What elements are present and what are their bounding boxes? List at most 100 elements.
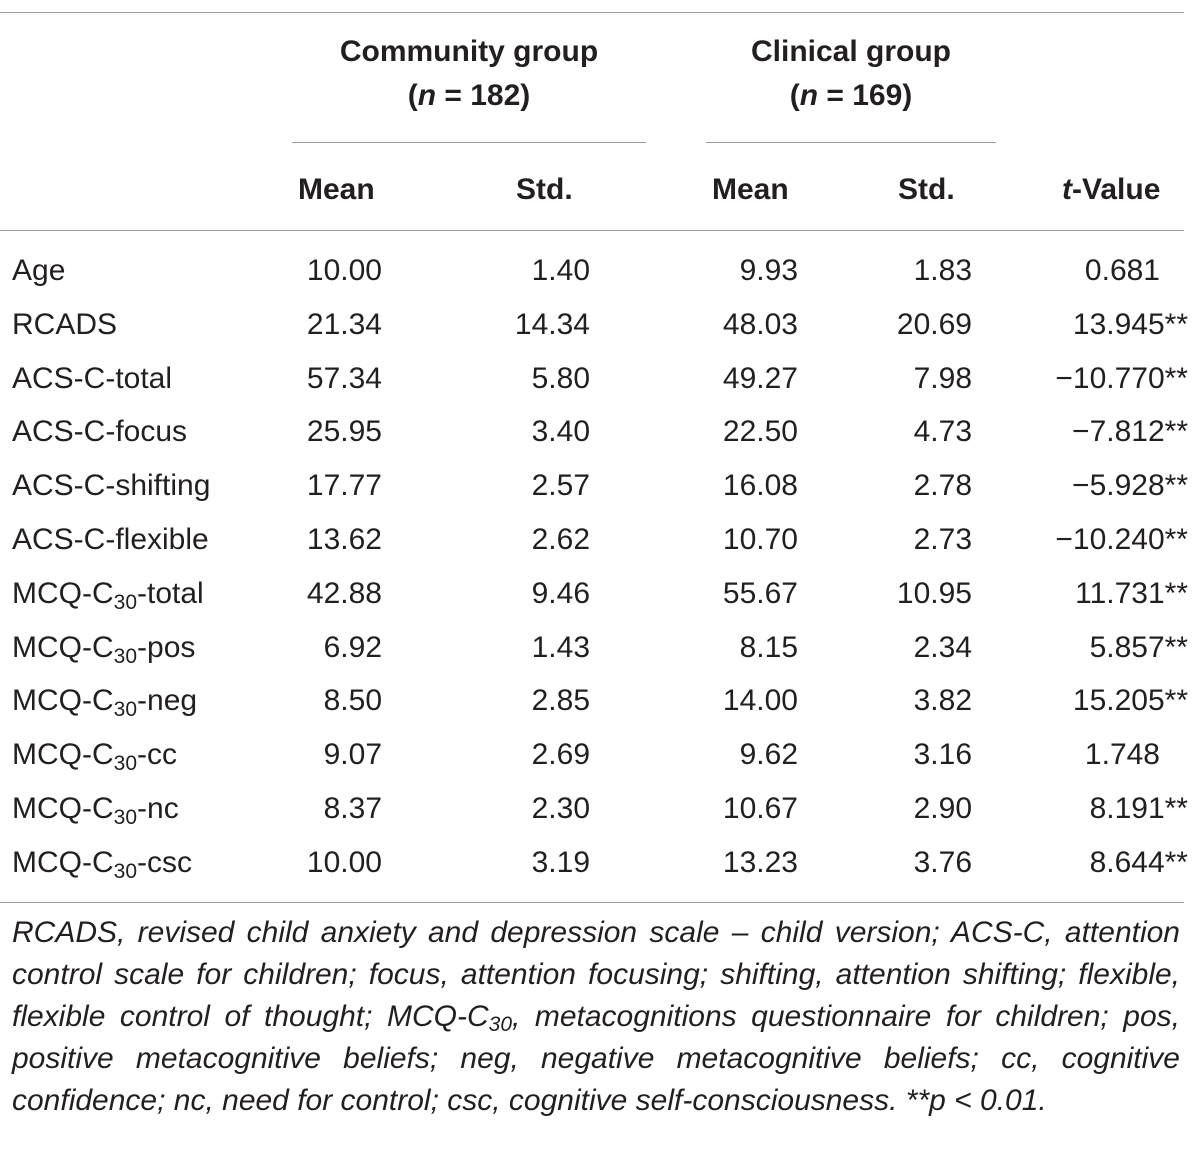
cell-s1: 2.57 — [531, 469, 590, 503]
cell-s2: 2.34 — [913, 630, 972, 664]
table-row: ACS-C-shifting 17.77 2.57 16.08 2.78 −5.928** — [0, 459, 1200, 513]
group-name: Community group — [339, 35, 599, 68]
col-header-mean-clinical: Mean — [712, 173, 789, 206]
table-row: RCADS 21.34 14.34 48.03 20.69 13.945** — [0, 298, 1200, 352]
cell-s2: 3.16 — [913, 738, 972, 772]
cell-s2: 10.95 — [896, 576, 972, 610]
row-label: RCADS — [12, 307, 118, 341]
cell-m2: 22.50 — [722, 415, 798, 449]
cell-s2: 2.73 — [913, 523, 972, 556]
cell-m2: 10.67 — [722, 792, 798, 825]
cell-m1: 8.37 — [323, 792, 382, 825]
row-label: MCQ-C30-total — [12, 576, 204, 614]
row-label: MCQ-C30-pos — [12, 630, 196, 668]
row-label: MCQ-C30-cc — [12, 738, 178, 776]
cell-s1: 1.40 — [531, 254, 590, 287]
cell-m1: 6.92 — [323, 630, 382, 664]
col-header-t-value: t-Value — [1062, 173, 1161, 206]
cell-s1: 2.85 — [531, 684, 590, 718]
group-n: (n = 169) — [789, 79, 913, 112]
group-n: (n = 182) — [407, 79, 531, 112]
cell-m2: 8.15 — [739, 630, 798, 664]
cell-m1: 10.00 — [306, 254, 382, 287]
table-row: MCQ-C30-pos 6.92 1.43 8.15 2.34 5.857** — [0, 621, 1200, 675]
table-row: ACS-C-flexible 13.62 2.62 10.70 2.73 −10.240*… — [0, 513, 1200, 567]
cell-m2: 14.00 — [722, 684, 798, 718]
row-label: MCQ-C30-neg — [12, 684, 198, 722]
col-header-std-community: Std. — [516, 173, 573, 206]
cell-m1: 13.62 — [306, 523, 382, 556]
top-rule — [0, 12, 1184, 13]
cell-t-value: 5.857** — [1089, 630, 1188, 664]
cell-s2: 7.98 — [913, 361, 972, 395]
row-label: ACS-C-focus — [12, 415, 188, 449]
cell-m1: 9.07 — [323, 738, 382, 772]
cell-m2: 55.67 — [722, 576, 798, 610]
row-label: ACS-C-flexible — [12, 523, 209, 556]
cell-t-value: 0.681 — [1084, 254, 1160, 287]
cell-m1: 57.34 — [306, 361, 382, 395]
group-header-clinical: Clinical group (n = 169) — [706, 30, 996, 118]
cell-m1: 42.88 — [306, 576, 382, 610]
cell-m2: 49.27 — [722, 361, 798, 395]
cell-t-value: 1.748 — [1084, 738, 1160, 772]
cell-m2: 9.93 — [739, 254, 798, 287]
cell-m2: 9.62 — [739, 738, 798, 772]
cell-t-value: 15.205** — [1072, 684, 1188, 718]
table-row: MCQ-C30-total 42.88 9.46 55.67 10.95 11.731** — [0, 567, 1200, 621]
table-row: MCQ-C30-nc 8.37 2.30 10.67 2.90 8.191** — [0, 782, 1200, 836]
cell-t-value: −10.240** — [1055, 523, 1188, 556]
cell-s2: 2.90 — [913, 792, 972, 825]
col-header-std-clinical: Std. — [898, 173, 955, 206]
group-rule-community — [292, 142, 646, 143]
cell-m2: 10.70 — [722, 523, 798, 556]
cell-m1: 25.95 — [306, 415, 382, 449]
table-row: Age 10.00 1.40 9.93 1.83 0.681 — [0, 244, 1200, 298]
cell-s1: 2.62 — [531, 523, 590, 556]
cell-s1: 9.46 — [531, 576, 590, 610]
bottom-rule — [0, 902, 1184, 903]
cell-t-value: 8.191** — [1089, 792, 1188, 825]
cell-s1: 3.19 — [531, 845, 590, 879]
row-label: ACS-C-shifting — [12, 469, 211, 503]
row-label: ACS-C-total — [12, 361, 173, 395]
cell-t-value: 11.731** — [1075, 576, 1188, 610]
cell-t-value: 13.945** — [1072, 307, 1188, 341]
cell-s1: 14.34 — [514, 307, 590, 341]
row-label: Age — [12, 254, 66, 287]
cell-s1: 2.30 — [531, 792, 590, 825]
cell-t-value: −10.770** — [1055, 361, 1188, 395]
table-row: MCQ-C30-cc 9.07 2.69 9.62 3.16 1.748 — [0, 728, 1200, 782]
table-row: ACS-C-total 57.34 5.80 49.27 7.98 −10.770** — [0, 352, 1200, 406]
group-name: Clinical group — [750, 35, 951, 68]
cell-s2: 20.69 — [896, 307, 972, 341]
row-label: MCQ-C30-csc — [12, 845, 193, 883]
cell-m2: 16.08 — [722, 469, 798, 503]
cell-s2: 3.82 — [913, 684, 972, 718]
cell-s2: 1.83 — [913, 254, 972, 287]
cell-s1: 5.80 — [531, 361, 590, 395]
cell-s1: 3.40 — [531, 415, 590, 449]
table-row: MCQ-C30-neg 8.50 2.85 14.00 3.82 15.205** — [0, 674, 1200, 728]
cell-s2: 4.73 — [913, 415, 972, 449]
col-header-mean-community: Mean — [298, 173, 375, 206]
table-row: MCQ-C30-csc 10.00 3.19 13.23 3.76 8.644** — [0, 836, 1200, 890]
cell-m1: 8.50 — [323, 684, 382, 718]
group-header-community: Community group (n = 182) — [292, 30, 646, 118]
cell-m2: 48.03 — [722, 307, 798, 341]
cell-m1: 21.34 — [306, 307, 382, 341]
cell-m2: 13.23 — [722, 845, 798, 879]
cell-s2: 2.78 — [913, 469, 972, 503]
table-row: ACS-C-focus 25.95 3.40 22.50 4.73 −7.812** — [0, 405, 1200, 459]
cell-t-value: −7.812** — [1072, 415, 1188, 449]
cell-s2: 3.76 — [913, 845, 972, 879]
cell-m1: 17.77 — [306, 469, 382, 503]
cell-t-value: −5.928** — [1072, 469, 1188, 503]
header-rule — [0, 230, 1184, 231]
cell-s1: 1.43 — [531, 630, 590, 664]
group-rule-clinical — [706, 142, 996, 143]
row-label: MCQ-C30-nc — [12, 792, 179, 829]
cell-s1: 2.69 — [531, 738, 590, 772]
cell-m1: 10.00 — [306, 845, 382, 879]
